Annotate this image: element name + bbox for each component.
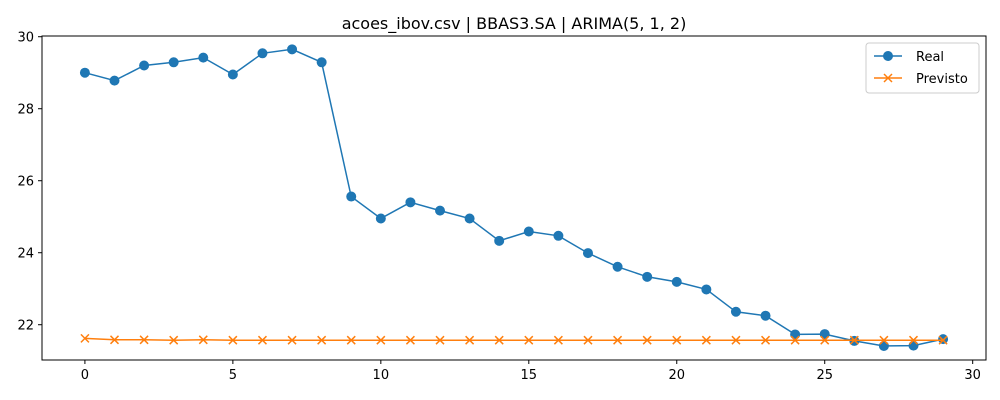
x-tick-label: 10 <box>373 368 390 383</box>
data-point-previsto <box>908 335 919 345</box>
data-point-previsto <box>405 335 415 345</box>
data-point-real <box>494 235 505 246</box>
data-point-real <box>553 230 564 241</box>
series-line-previsto <box>84 337 944 341</box>
data-point-previsto <box>761 335 771 345</box>
data-point-real <box>938 334 949 345</box>
data-point-previsto <box>80 333 90 343</box>
data-point-real <box>819 329 830 340</box>
legend-label-real: Real <box>916 50 944 65</box>
data-point-previsto <box>790 335 800 345</box>
data-point-real <box>730 306 741 317</box>
data-point-real <box>109 75 120 86</box>
data-point-previsto <box>701 335 711 345</box>
series-line-real <box>84 48 944 347</box>
data-point-real <box>79 67 90 78</box>
data-point-real <box>760 310 771 321</box>
data-point-real <box>316 57 327 68</box>
data-point-previsto <box>642 335 652 345</box>
data-point-real <box>642 271 653 282</box>
data-point-previsto <box>198 335 208 345</box>
data-point-previsto <box>109 335 120 345</box>
data-point-real <box>405 197 416 208</box>
data-point-previsto <box>524 335 534 345</box>
data-point-real <box>375 213 386 224</box>
x-tick-label: 25 <box>816 368 833 383</box>
data-point-real <box>701 284 712 295</box>
data-point-previsto <box>613 335 623 345</box>
data-point-real <box>257 48 268 59</box>
data-point-previsto <box>346 335 356 345</box>
axes: 0 5 10 15 20 25 30 22 24 26 28 30 <box>17 31 981 383</box>
data-point-real <box>582 248 593 259</box>
data-point-previsto <box>465 335 475 345</box>
y-tick-label: 24 <box>17 247 34 262</box>
y-tick-label: 26 <box>17 175 34 190</box>
y-tick-label: 30 <box>17 31 34 46</box>
legend-marker-real <box>883 51 893 61</box>
legend-label-previsto: Previsto <box>916 72 968 87</box>
data-point-real <box>168 57 179 68</box>
x-tick-label: 5 <box>229 368 237 383</box>
data-point-previsto <box>731 335 741 345</box>
data-point-real <box>435 205 446 216</box>
data-point-previsto <box>583 335 593 345</box>
x-tick-label: 30 <box>964 368 981 383</box>
data-point-previsto <box>849 335 859 345</box>
chart-title: acoes_ibov.csv | BBAS3.SA | ARIMA(5, 1, … <box>342 14 687 34</box>
series-real <box>79 44 949 351</box>
legend-marker-previsto <box>883 73 893 83</box>
data-point-previsto <box>376 335 386 345</box>
data-point-real <box>227 69 238 80</box>
data-point-previsto <box>494 335 504 345</box>
data-point-real <box>346 191 357 202</box>
data-point-previsto <box>672 335 682 345</box>
data-point-real <box>287 44 298 55</box>
x-tick-label: 0 <box>81 368 89 383</box>
data-point-real <box>790 329 801 340</box>
data-point-previsto <box>169 335 179 345</box>
data-point-previsto <box>820 335 830 345</box>
legend: Real Previsto <box>865 42 980 94</box>
plot-frame <box>41 35 987 361</box>
data-point-previsto <box>139 335 149 345</box>
data-point-real <box>464 213 475 224</box>
data-point-previsto <box>879 335 889 345</box>
data-point-previsto <box>287 335 297 345</box>
data-point-previsto <box>317 335 327 345</box>
data-point-previsto <box>938 335 948 345</box>
data-point-real <box>878 340 889 351</box>
data-point-real <box>523 226 534 237</box>
data-point-real <box>139 60 150 71</box>
data-point-real <box>612 261 623 272</box>
plot-area <box>79 44 949 351</box>
data-point-real <box>671 276 682 287</box>
data-point-previsto <box>257 335 267 345</box>
y-tick-label: 28 <box>17 103 34 118</box>
series-previsto <box>80 333 948 345</box>
y-tick-label: 22 <box>17 319 34 334</box>
data-point-previsto <box>435 335 445 345</box>
data-point-real <box>198 52 209 63</box>
x-tick-label: 20 <box>668 368 685 383</box>
x-tick-label: 15 <box>521 368 538 383</box>
data-point-previsto <box>553 335 563 345</box>
data-point-previsto <box>228 335 238 345</box>
